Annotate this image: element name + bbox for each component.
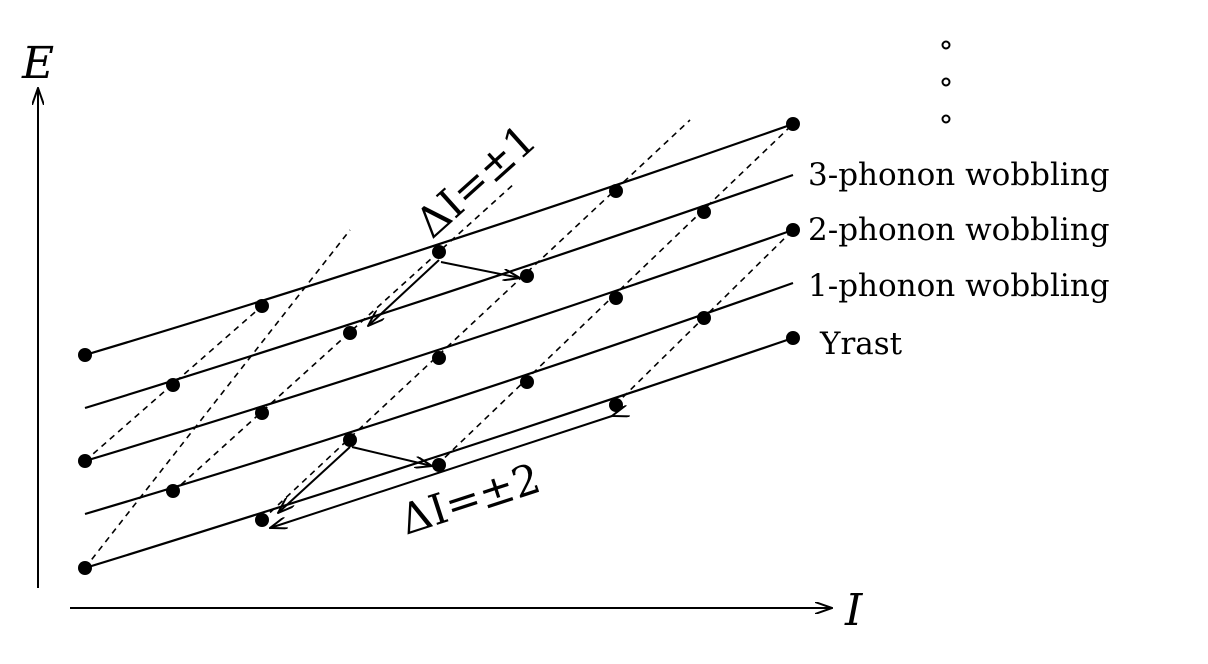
ellipsis-dot — [941, 40, 951, 50]
level-dot — [432, 351, 446, 365]
level-dot — [609, 184, 623, 198]
levels-2-phonon — [78, 223, 800, 468]
level-dot — [432, 245, 446, 259]
band-line-1-phonon — [84, 281, 794, 516]
transition-arrow — [351, 446, 432, 466]
stretched-e2-transition — [270, 416, 612, 528]
levels-top — [78, 117, 800, 362]
level-dot — [166, 484, 180, 498]
level-dot — [609, 398, 623, 412]
band-line-2-phonon — [84, 228, 794, 463]
level-dot — [520, 269, 534, 283]
level-dot — [609, 291, 623, 305]
level-dot — [786, 331, 800, 345]
level-dot — [78, 348, 92, 362]
level-dot — [78, 454, 92, 468]
band-label-3-phonon: 3-phonon wobbling — [808, 157, 1110, 193]
band-line-3-phonon — [84, 173, 794, 410]
ellipsis-dot — [941, 114, 951, 124]
level-dot — [432, 458, 446, 472]
level-dot — [343, 326, 357, 340]
level-dot — [697, 311, 711, 325]
level-dot — [343, 433, 357, 447]
delta-i-one-label: ΔI=±1 — [406, 115, 546, 248]
dashed-link — [172, 182, 516, 493]
level-dot — [255, 406, 269, 420]
spin-axis-label: I — [844, 585, 864, 636]
level-dot — [786, 117, 800, 131]
levels-yrast — [78, 331, 800, 575]
band-line-top — [84, 122, 794, 357]
level-dot — [255, 299, 269, 313]
level-dot — [697, 205, 711, 219]
level-dot — [786, 223, 800, 237]
energy-axis-label: E — [21, 38, 54, 89]
levels-3-phonon — [166, 205, 711, 392]
ellipsis-dot — [941, 77, 951, 87]
level-dot — [78, 561, 92, 575]
transition-arrow — [278, 446, 351, 513]
band-label-yrast: Yrast — [819, 326, 903, 362]
transition-arrow — [440, 261, 520, 278]
level-dot — [255, 513, 269, 527]
band-label-2-phonon: 2-phonon wobbling — [808, 212, 1110, 248]
band-label-1-phonon: 1-phonon wobbling — [808, 268, 1110, 304]
dashed-link — [84, 229, 351, 569]
level-dot — [166, 378, 180, 392]
transition-arrow — [368, 259, 440, 326]
level-dot — [520, 375, 534, 389]
delta-i-two-label: ΔI=±2 — [394, 453, 546, 544]
